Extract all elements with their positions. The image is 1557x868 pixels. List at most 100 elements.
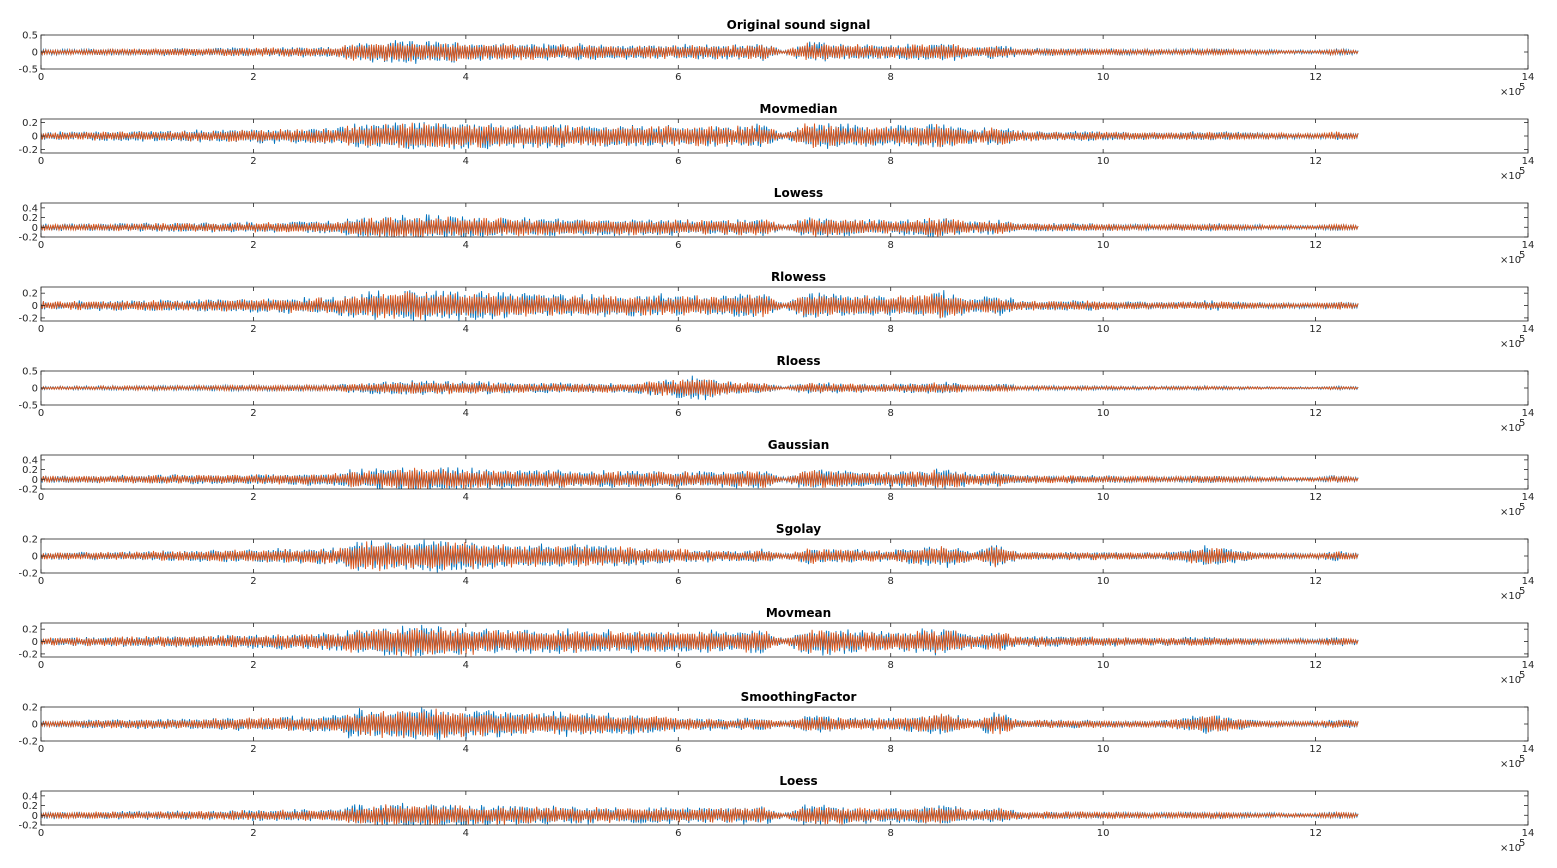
x-tick-label: 4 — [463, 156, 469, 167]
series-smoothed-line — [41, 541, 1359, 572]
x-tick-label: 10 — [1097, 576, 1110, 587]
x-exponent-power: 5 — [1519, 586, 1525, 597]
x-tick-label: 0 — [38, 576, 44, 587]
x-tick-label: 0 — [38, 828, 44, 839]
x-tick-label: 8 — [888, 72, 894, 83]
x-tick-label: 12 — [1309, 744, 1322, 755]
x-tick-label: 2 — [250, 240, 256, 251]
x-tick-label: 12 — [1309, 156, 1322, 167]
x-tick-label: 10 — [1097, 744, 1110, 755]
x-tick-label: 14 — [1522, 492, 1535, 503]
x-tick-label: 10 — [1097, 72, 1110, 83]
y-tick-label: 0.5 — [22, 367, 38, 378]
x-tick-label: 2 — [250, 828, 256, 839]
series-smoothed-line — [41, 122, 1359, 149]
x-tick-label: 10 — [1097, 492, 1110, 503]
subplot-title: Sgolay — [776, 522, 821, 536]
series-original-line — [41, 624, 1359, 657]
x-tick-label: 4 — [463, 744, 469, 755]
y-tick-label: -0.2 — [18, 485, 38, 496]
x-tick-label: 14 — [1522, 72, 1535, 83]
subplot-title: Movmean — [766, 606, 831, 620]
x-tick-label: 8 — [888, 240, 894, 251]
x-tick-label: 6 — [675, 324, 681, 335]
y-tick-label: 0 — [32, 811, 38, 822]
x-tick-label: 14 — [1522, 660, 1535, 671]
x-tick-label: 2 — [250, 324, 256, 335]
x-tick-label: 10 — [1097, 660, 1110, 671]
x-exponent-power: 5 — [1519, 166, 1525, 177]
x-tick-label: 2 — [250, 576, 256, 587]
x-tick-label: 8 — [888, 324, 894, 335]
x-tick-label: 0 — [38, 492, 44, 503]
x-tick-label: 10 — [1097, 240, 1110, 251]
x-tick-label: 12 — [1309, 408, 1322, 419]
x-tick-label: 2 — [250, 408, 256, 419]
x-tick-label: 0 — [38, 408, 44, 419]
y-tick-label: 0.2 — [22, 213, 38, 224]
x-tick-label: 14 — [1522, 240, 1535, 251]
series-smoothed-line — [41, 42, 1359, 62]
x-tick-label: 4 — [463, 492, 469, 503]
x-exponent-label: ×10 — [1500, 759, 1521, 770]
series-smoothed-line — [41, 467, 1359, 489]
x-tick-label: 6 — [675, 240, 681, 251]
y-tick-label: 0.2 — [22, 118, 38, 129]
x-tick-label: 6 — [675, 156, 681, 167]
y-tick-label: 0.4 — [22, 791, 38, 802]
x-tick-label: 0 — [38, 72, 44, 83]
x-tick-label: 2 — [250, 660, 256, 671]
y-tick-label: -0.2 — [18, 821, 38, 832]
series-original-line — [41, 214, 1359, 237]
x-exponent-label: ×10 — [1500, 423, 1521, 434]
x-tick-label: 8 — [888, 660, 894, 671]
y-tick-label: -0.2 — [18, 145, 38, 156]
x-tick-label: 4 — [463, 828, 469, 839]
x-exponent-power: 5 — [1519, 250, 1525, 261]
x-tick-label: 6 — [675, 828, 681, 839]
y-tick-label: 0.2 — [22, 289, 38, 300]
x-tick-label: 10 — [1097, 408, 1110, 419]
subplot-title: Movmedian — [760, 102, 838, 116]
x-tick-label: 10 — [1097, 828, 1110, 839]
x-exponent-power: 5 — [1519, 334, 1525, 345]
x-tick-label: 10 — [1097, 156, 1110, 167]
x-tick-label: 2 — [250, 72, 256, 83]
x-tick-label: 2 — [250, 156, 256, 167]
axes-box — [40, 202, 1529, 238]
x-tick-label: 14 — [1522, 156, 1535, 167]
axes-box — [40, 790, 1529, 826]
y-tick-label: 0.4 — [22, 455, 38, 466]
x-tick-label: 8 — [888, 576, 894, 587]
series-original-line — [41, 122, 1359, 150]
y-tick-label: 0.2 — [22, 801, 38, 812]
y-tick-label: 0.5 — [22, 31, 38, 42]
x-tick-label: 4 — [463, 408, 469, 419]
y-tick-label: 0 — [32, 48, 38, 59]
x-tick-label: 4 — [463, 240, 469, 251]
x-exponent-label: ×10 — [1500, 675, 1521, 686]
x-exponent-power: 5 — [1519, 670, 1525, 681]
y-tick-label: 0 — [32, 637, 38, 648]
y-tick-label: 0.4 — [22, 203, 38, 214]
axes-box — [40, 454, 1529, 490]
x-tick-label: 6 — [675, 408, 681, 419]
x-exponent-power: 5 — [1519, 838, 1525, 849]
series-smoothed-line — [41, 216, 1359, 237]
x-exponent-label: ×10 — [1500, 843, 1521, 854]
x-tick-label: 14 — [1522, 744, 1535, 755]
y-tick-label: 0 — [32, 475, 38, 486]
x-exponent-power: 5 — [1519, 82, 1525, 93]
y-tick-label: 0 — [32, 223, 38, 234]
x-tick-label: 0 — [38, 156, 44, 167]
x-exponent-label: ×10 — [1500, 339, 1521, 350]
x-exponent-label: ×10 — [1500, 171, 1521, 182]
x-tick-label: 12 — [1309, 828, 1322, 839]
x-tick-label: 8 — [888, 156, 894, 167]
x-exponent-label: ×10 — [1500, 87, 1521, 98]
x-tick-label: 12 — [1309, 324, 1322, 335]
subplot-title: Lowess — [774, 186, 823, 200]
